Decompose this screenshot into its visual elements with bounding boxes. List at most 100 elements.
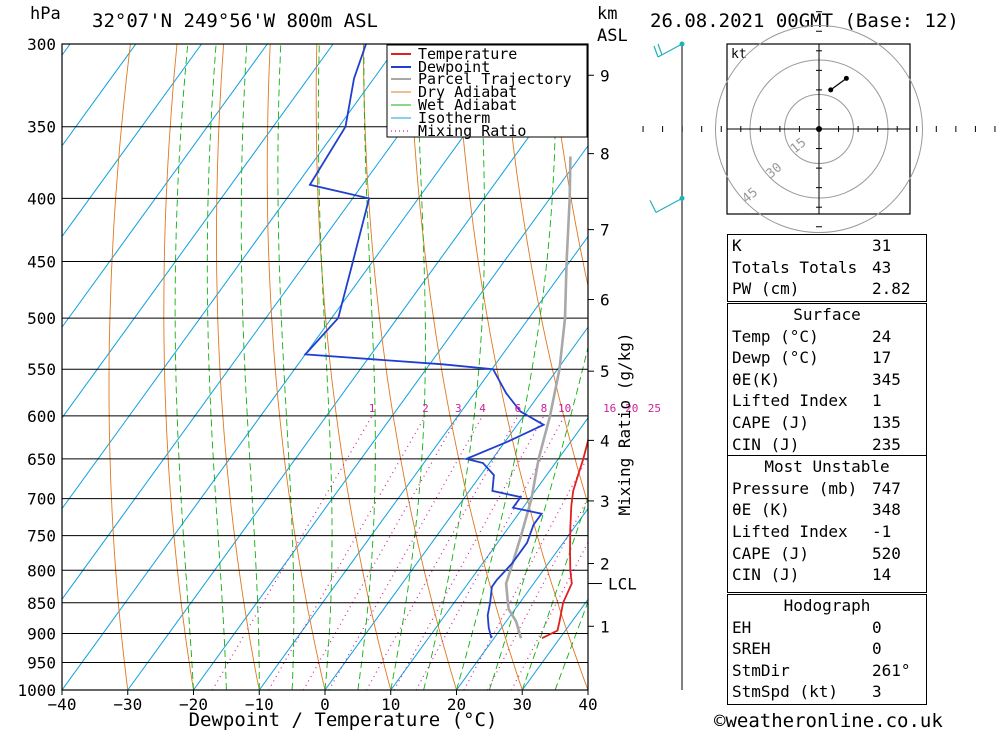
x-axis-label: Dewpoint / Temperature (°C) (189, 709, 498, 731)
legend-dewpoint: Dewpoint (418, 58, 490, 76)
height-tick-label: 8 (600, 145, 610, 164)
mixing-ratio-line (328, 415, 484, 690)
mixing-ratio-line (302, 415, 459, 690)
height-tick-label: 9 (600, 66, 610, 85)
mixing-ratio-label: 4 (479, 402, 486, 415)
height-tick-label: 4 (600, 431, 610, 450)
wind-barb (649, 195, 685, 213)
isotherm-line (62, 44, 400, 510)
wet-adiabat-line (277, 44, 295, 690)
pressure-tick-label: 950 (27, 654, 56, 673)
mixing-ratio-label: 25 (648, 402, 661, 415)
hodograph-row: EH 0 (732, 617, 882, 637)
legend-wet-adiabat: Wet Adiabat (418, 96, 517, 114)
index-row-k: K 31 (732, 236, 892, 255)
most-unstable-row: CIN (J) 14 (732, 565, 892, 585)
plot-frame (61, 43, 589, 691)
mixing-ratio-axis-label: Mixing Ratio (g/kg) (615, 332, 634, 515)
height-tick-label: 7 (600, 221, 610, 240)
wet-adiabat-line (456, 44, 557, 690)
x-tick-label: −20 (179, 695, 208, 714)
surface-row: θE(K) 345 (732, 369, 901, 389)
wet-adiabat-line (240, 44, 260, 690)
x-tick-label: 20 (447, 695, 466, 714)
legend-temperature: Temperature (418, 45, 517, 63)
isotherm-line (193, 144, 588, 690)
hodograph-ring (715, 25, 923, 233)
wet-adiabat-line (206, 44, 227, 690)
pressure-tick-label: 350 (27, 118, 56, 137)
parcel-trace (504, 156, 572, 639)
lcl-label: LCL (608, 575, 637, 594)
x-tick-label: 40 (578, 695, 597, 714)
most-unstable-row: θE (K) 348 (732, 500, 901, 520)
isotherm-line (258, 235, 588, 690)
x-tick-label: −40 (48, 695, 77, 714)
wind-barb-shaft (653, 43, 683, 58)
surface-row: Temp (°C) 24 (732, 326, 892, 346)
pressure-tick-label: 500 (27, 309, 56, 328)
isotherm-line (62, 44, 531, 690)
height-tick-label: 5 (600, 362, 610, 381)
mixing-ratio-label: 1 (369, 402, 376, 415)
mixing-ratio-label: 2 (422, 402, 429, 415)
mixing-ratio-label: 6 (515, 402, 522, 415)
temperature-trace (541, 44, 588, 640)
dry-adiabat-line (969, 44, 1000, 690)
hodograph-title: Hodograph (783, 596, 871, 615)
copyright-footer[interactable]: ©weatheronline.co.uk (714, 710, 943, 732)
pressure-tick-label: 1000 (17, 681, 56, 700)
index-row-pw: PW (cm) 2.82 (732, 279, 911, 299)
hodograph-point (828, 87, 834, 93)
hodograph-row: SREH 0 (732, 639, 882, 659)
isotherm-line (127, 54, 588, 690)
most-unstable-row: Lifted Index -1 (732, 521, 892, 541)
mixing-ratio-label: 16 (603, 402, 616, 415)
index-row-totals: Totals Totals 43 (732, 257, 892, 277)
pressure-tick-label: 400 (27, 189, 56, 208)
mixing-ratio-line (268, 415, 426, 690)
mixing-ratio-label: 8 (541, 402, 548, 415)
legend-parcel: Parcel Trajectory (418, 70, 572, 88)
index-table: K 31 Totals Totals 43 PW (cm) 2.82 (727, 234, 927, 302)
wet-adiabat-line (488, 345, 588, 690)
location-title: 32°07'N 249°56'W 800m ASL (92, 10, 378, 32)
wet-adiabat-line (521, 496, 588, 690)
wind-barb-shaft (649, 197, 683, 213)
height-tick-label: 3 (600, 492, 610, 511)
dewpoint-trace (303, 44, 546, 639)
surface-row: CAPE (J) 135 (732, 412, 901, 432)
legend-isotherm: Isotherm (418, 109, 490, 127)
mixing-ratio-line (365, 415, 519, 690)
x-tick-label: 10 (381, 695, 400, 714)
mixing-ratio-label: 20 (625, 402, 638, 415)
isotherm-line (62, 44, 203, 238)
height-unit-asl: ASL (597, 26, 628, 46)
hodograph-row: StmDir 261° (732, 660, 911, 680)
pressure-tick-label: 300 (27, 35, 56, 54)
isotherm-line (62, 44, 268, 329)
pressure-unit-label: hPa (30, 4, 61, 24)
most-unstable-title: Most Unstable (728, 455, 926, 478)
hodograph-point (843, 75, 849, 81)
pressure-tick-label: 900 (27, 625, 56, 644)
datetime-title: 26.08.2021 00GMT (Base: 12) (650, 10, 959, 32)
isotherm-line (390, 417, 588, 690)
pressure-tick-label: 450 (27, 253, 56, 272)
pressure-tick-label: 700 (27, 490, 56, 509)
hodograph-table: Hodograph EH 0 SREH 0 StmDir 261° StmSpd (k… (727, 594, 927, 705)
height-unit-km: km (597, 4, 618, 24)
wet-adiabat-line (357, 44, 376, 690)
dry-adiabat-line (108, 44, 131, 690)
surface-table: Surface Temp (°C) 24 Dewp (°C) 17 θE(K) 345… (727, 303, 927, 593)
surface-row: Dewp (°C) 17 (732, 348, 892, 368)
mixing-ratio-label: 10 (558, 402, 571, 415)
isotherm-line (62, 44, 466, 601)
legend-mixing-ratio: Mixing Ratio (418, 122, 526, 140)
dry-adiabat-line (549, 44, 588, 288)
hodograph-origin (816, 126, 822, 132)
height-tick-label: 6 (600, 291, 610, 310)
pressure-tick-label: 550 (27, 360, 56, 379)
